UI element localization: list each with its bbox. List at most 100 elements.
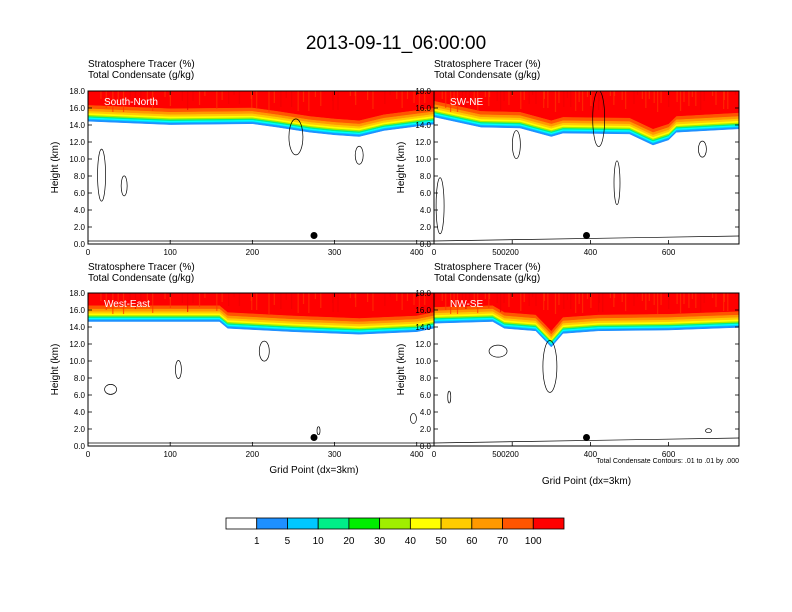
tracer-streak xyxy=(625,91,627,109)
tracer-streak xyxy=(233,91,235,95)
tracer-streak xyxy=(688,293,690,308)
tracer-streak xyxy=(547,293,549,310)
y-tick-label: 6.0 xyxy=(74,391,86,400)
tracer-streak xyxy=(384,293,386,306)
tracer-streak xyxy=(122,91,125,112)
x-tick-label: 400 xyxy=(584,248,598,257)
y-tick-label: 2.0 xyxy=(74,425,86,434)
tracer-streak xyxy=(418,293,420,314)
tracer-streak xyxy=(597,91,600,110)
tracer-streak xyxy=(711,293,714,298)
x-tick-label: 500 xyxy=(492,248,506,257)
tracer-streak xyxy=(349,91,351,96)
tracer-streak xyxy=(314,91,317,97)
condensate-contour xyxy=(97,148,106,202)
tracer-streak xyxy=(602,293,604,312)
tracer-streak xyxy=(543,91,545,108)
tracer-streak xyxy=(570,91,572,107)
tracer-streak xyxy=(456,293,459,314)
y-tick-label: 16.0 xyxy=(69,306,85,315)
tracer-streak xyxy=(228,91,230,104)
tracer-streak xyxy=(434,293,436,297)
colorbar-box xyxy=(256,517,288,530)
location-marker xyxy=(310,434,318,441)
tracer-streak xyxy=(372,293,374,311)
tracer-streak xyxy=(503,293,505,303)
y-tick-label: 14.0 xyxy=(69,121,85,130)
tracer-streak xyxy=(535,91,537,104)
tracer-streak xyxy=(256,91,258,108)
tracer-streak xyxy=(734,91,737,95)
y-tick-label: 12.0 xyxy=(69,340,85,349)
colorbar-label: 10 xyxy=(313,536,325,547)
colorbar-box xyxy=(409,517,442,530)
panels: Stratosphere Tracer (%) Total Condensate … xyxy=(50,59,740,487)
y-tick-label: 0.0 xyxy=(74,442,86,451)
tracer-streak xyxy=(554,293,557,314)
tracer-streak xyxy=(181,91,183,101)
tracer-streak xyxy=(112,293,114,314)
tracer-streak xyxy=(129,91,131,98)
tracer-streak xyxy=(105,293,107,310)
x-tick-label: 300 xyxy=(328,450,342,459)
tracer-streak xyxy=(575,91,577,111)
panel-variable-label: Total Condensate (g/kg) xyxy=(88,273,194,284)
y-tick-label: 4.0 xyxy=(74,408,86,417)
colorbar-label: 20 xyxy=(343,536,355,547)
tracer-streak xyxy=(558,293,560,305)
tracer-streak xyxy=(496,293,498,303)
x-tick-label: 600 xyxy=(662,248,676,257)
tracer-streak xyxy=(668,91,671,98)
tracer-streak xyxy=(578,293,580,304)
tracer-streak xyxy=(164,91,166,97)
tracer-streak xyxy=(645,91,647,108)
panel-nw-se: Stratosphere Tracer (%)Total Condensate … xyxy=(396,262,740,487)
tracer-streak xyxy=(192,293,194,303)
tracer-streak xyxy=(473,91,475,102)
tracer-streak xyxy=(134,293,137,309)
condensate-contour xyxy=(705,428,712,434)
colorbar-label: 5 xyxy=(285,536,291,547)
tracer-streak xyxy=(88,293,90,297)
tracer-streak xyxy=(613,91,616,96)
colorbar-label: 100 xyxy=(525,536,542,547)
panel-variable-label: Stratosphere Tracer (%) xyxy=(88,59,195,70)
tracer-streak xyxy=(508,293,510,307)
tracer-streak xyxy=(355,293,357,307)
tracer-streak xyxy=(657,91,659,112)
tracer-streak xyxy=(418,91,420,112)
tracer-streak xyxy=(100,293,102,301)
tracer-streak xyxy=(268,91,270,112)
condensate-contour xyxy=(488,344,508,358)
tracer-streak xyxy=(528,91,530,104)
tracer-streak xyxy=(401,91,403,108)
tracer-streak xyxy=(204,91,206,96)
tracer-streak xyxy=(181,293,183,303)
tracer-streak xyxy=(633,91,635,104)
colorbar-label: 40 xyxy=(405,536,417,547)
x-tick-label: 100 xyxy=(164,248,178,257)
condensate-contour xyxy=(410,413,417,424)
tracer-streak xyxy=(641,91,643,99)
y-tick-label: 8.0 xyxy=(74,172,86,181)
tracer-streak xyxy=(727,293,729,311)
y-tick-label: 4.0 xyxy=(74,206,86,215)
tracer-streak xyxy=(461,293,464,300)
tracer-streak xyxy=(703,293,705,303)
tracer-streak xyxy=(683,91,685,102)
tracer-streak xyxy=(117,91,119,103)
y-tick-label: 10.0 xyxy=(69,155,85,164)
tracer-streak xyxy=(660,91,662,103)
panel-variable-label: Total Condensate (g/kg) xyxy=(434,70,540,81)
tracer-streak xyxy=(320,91,322,106)
location-marker xyxy=(583,434,590,441)
condensate-contour xyxy=(258,340,270,362)
colorbar-box xyxy=(440,517,473,530)
y-tick-label: 12.0 xyxy=(415,340,431,349)
tracer-streak xyxy=(461,91,464,98)
tracer-streak xyxy=(648,91,650,99)
y-axis-label: Height (km) xyxy=(50,344,61,396)
tracer-streak xyxy=(723,91,725,100)
colorbar-label: 30 xyxy=(374,536,386,547)
